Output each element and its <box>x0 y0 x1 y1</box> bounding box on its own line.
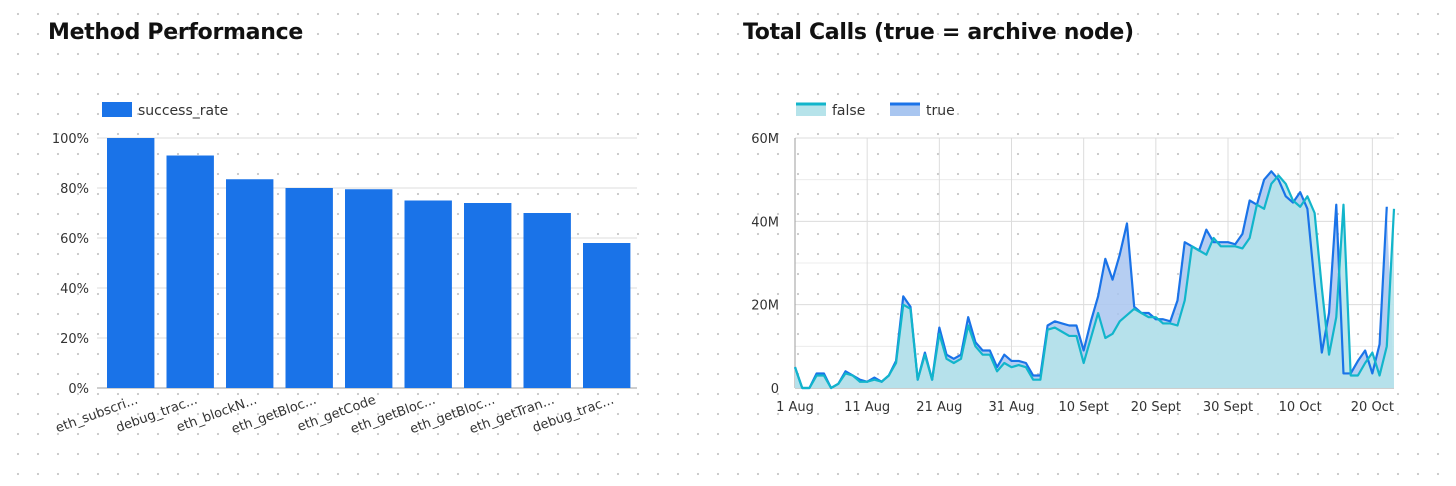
area-y-tick-label: 0 <box>771 382 779 397</box>
total-calls-panel: Total Calls (true = archive node) 0 20M 40… <box>700 0 1456 486</box>
bar-y-tick-label: 60% <box>60 232 89 247</box>
area-x-tick-label: 20 Sept <box>1131 400 1181 415</box>
area-x-tick-label: 20 Oct <box>1351 400 1394 415</box>
area-x-axis: 1 Aug 11 Aug 21 Aug 31 Aug 10 Sept 20 Sept 30 … <box>776 400 1394 415</box>
area-fill-false <box>795 175 1394 388</box>
area-x-tick-label: 1 Aug <box>776 400 814 415</box>
bar <box>523 213 571 388</box>
bar-chart: 0% 20% 40% 60% 80% 100% eth_subscri...debug_t… <box>52 102 637 438</box>
legend-swatch <box>102 102 132 117</box>
legend-label-false: false <box>832 103 865 119</box>
bar <box>166 155 214 388</box>
area-x-tick-label: 30 Sept <box>1203 400 1253 415</box>
legend-label-true: true <box>926 103 955 119</box>
method-performance-title: Method Performance <box>48 20 303 45</box>
bar-series <box>107 138 631 388</box>
bar <box>345 189 393 388</box>
bar <box>583 243 631 388</box>
bar-legend: success_rate <box>102 102 228 119</box>
area-chart: 0 20M 40M 60M 1 Aug 11 Aug 21 Aug 31 Aug 10 Sep… <box>751 102 1396 415</box>
legend-swatch-false <box>796 104 826 116</box>
bar-x-axis: eth_subscri...debug_trac...eth_blockN...… <box>54 393 616 438</box>
area-series <box>793 170 1396 390</box>
bar-y-tick-label: 20% <box>60 332 89 347</box>
bar <box>226 179 274 388</box>
area-y-tick-label: 60M <box>751 132 779 147</box>
area-x-tick-label: 10 Oct <box>1279 400 1322 415</box>
bar <box>107 138 155 388</box>
bar-y-tick-label: 40% <box>60 282 89 297</box>
area-x-tick-label: 31 Aug <box>988 400 1034 415</box>
area-line-false <box>793 174 1396 390</box>
bar <box>464 203 512 388</box>
area-legend: false true <box>796 102 955 119</box>
area-y-tick-label: 40M <box>751 215 779 230</box>
area-y-axis: 0 20M 40M 60M <box>751 132 779 397</box>
method-performance-panel: Method Performance 0% 20% 40% 60% 80% 100% et… <box>0 0 700 486</box>
bar <box>404 200 452 388</box>
area-x-tick-label: 21 Aug <box>916 400 962 415</box>
area-x-tick-label: 11 Aug <box>844 400 890 415</box>
total-calls-title: Total Calls (true = archive node) <box>743 20 1134 45</box>
area-y-tick-label: 20M <box>751 299 779 314</box>
bar <box>285 188 333 388</box>
bar-y-tick-label: 0% <box>68 382 89 397</box>
bar-y-tick-label: 100% <box>52 132 89 147</box>
legend-label: success_rate <box>138 103 228 119</box>
bar-y-axis: 0% 20% 40% 60% 80% 100% <box>52 132 89 397</box>
area-x-tick-label: 10 Sept <box>1059 400 1109 415</box>
bar-y-tick-label: 80% <box>60 182 89 197</box>
legend-swatch-true <box>890 104 920 116</box>
